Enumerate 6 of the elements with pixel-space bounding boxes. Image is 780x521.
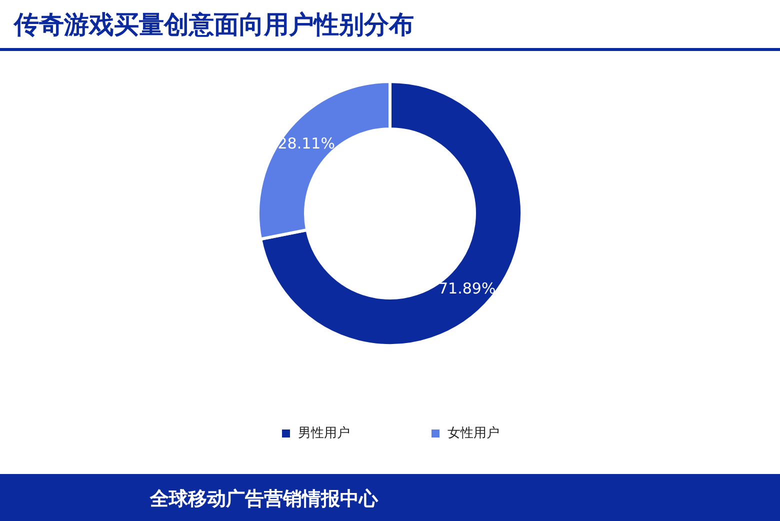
legend-label: 男性用户 bbox=[298, 426, 350, 441]
legend-label: 女性用户 bbox=[448, 426, 500, 441]
data-label: 71.89% bbox=[438, 279, 496, 298]
text: 全球移动广告营销情报中心 bbox=[150, 487, 378, 512]
data-label: 28.11% bbox=[278, 134, 335, 153]
chart-title: 传奇游戏买量创意面向用户性别分布 bbox=[14, 9, 414, 41]
